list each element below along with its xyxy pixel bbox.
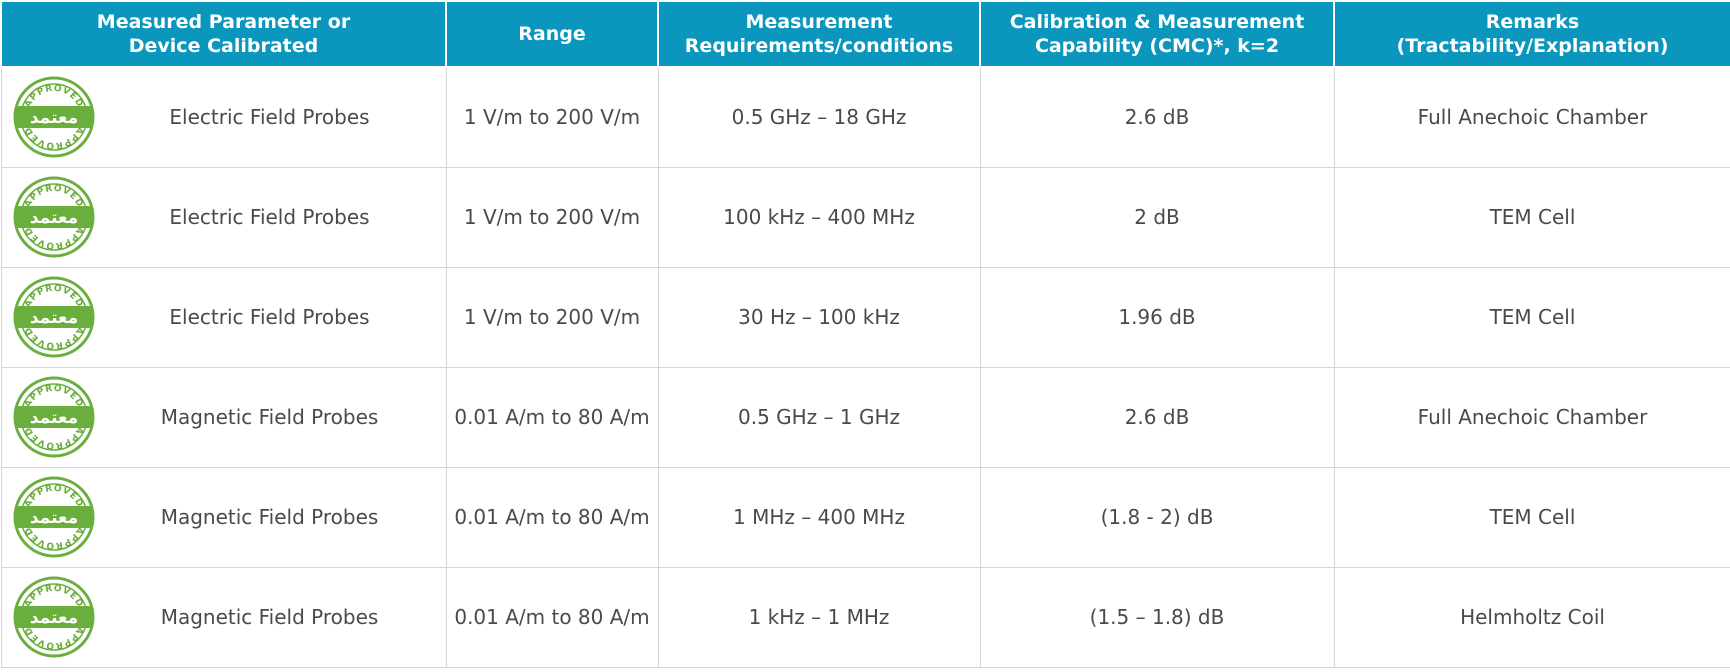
parameter-text: Electric Field Probes bbox=[169, 305, 370, 329]
cmc-cell: 2.6 dB bbox=[979, 366, 1335, 468]
table-row: APPROVED APPROVED معتمد Electric Field P… bbox=[0, 166, 1730, 268]
header-range: Range bbox=[445, 0, 659, 68]
range-cell: 1 V/m to 200 V/m bbox=[445, 166, 659, 268]
table-row: APPROVED APPROVED معتمد Electric Field P… bbox=[0, 266, 1730, 368]
parameter-cell: APPROVED APPROVED معتمد Electric Field P… bbox=[0, 266, 447, 368]
remarks-cell: Full Anechoic Chamber bbox=[1333, 366, 1730, 468]
svg-text:معتمد: معتمد bbox=[29, 608, 77, 628]
header-conditions: Measurement Requirements/conditions bbox=[657, 0, 981, 68]
cmc-cell: 2 dB bbox=[979, 166, 1335, 268]
approved-badge-icon: APPROVED APPROVED معتمد bbox=[12, 75, 96, 159]
table-row: APPROVED APPROVED معتمد Magnetic Field P… bbox=[0, 366, 1730, 468]
svg-text:معتمد: معتمد bbox=[29, 508, 77, 528]
remarks-cell: Full Anechoic Chamber bbox=[1333, 66, 1730, 168]
parameter-text: Magnetic Field Probes bbox=[160, 605, 379, 629]
approved-badge-icon: APPROVED APPROVED معتمد bbox=[12, 275, 96, 359]
approved-badge-icon: APPROVED APPROVED معتمد bbox=[12, 575, 96, 659]
conditions-cell: 0.5 GHz – 1 GHz bbox=[657, 366, 981, 468]
cmc-cell: 2.6 dB bbox=[979, 66, 1335, 168]
table-body: APPROVED APPROVED معتمد Electric Field P… bbox=[0, 66, 1730, 668]
parameter-text: Magnetic Field Probes bbox=[160, 505, 379, 529]
remarks-cell: TEM Cell bbox=[1333, 466, 1730, 568]
parameter-text: Magnetic Field Probes bbox=[160, 405, 379, 429]
range-cell: 1 V/m to 200 V/m bbox=[445, 66, 659, 168]
parameter-text: Electric Field Probes bbox=[169, 205, 370, 229]
conditions-cell: 0.5 GHz – 18 GHz bbox=[657, 66, 981, 168]
cmc-cell: 1.96 dB bbox=[979, 266, 1335, 368]
parameter-text: Electric Field Probes bbox=[169, 105, 370, 130]
range-cell: 0.01 A/m to 80 A/m bbox=[445, 466, 659, 568]
header-remarks: Remarks (Tractability/Explanation) bbox=[1333, 0, 1730, 68]
table-row: APPROVED APPROVED معتمد Electric Field P… bbox=[0, 66, 1730, 168]
header-parameter: Measured Parameter or Device Calibrated bbox=[0, 0, 447, 68]
header-cmc: Calibration & Measurement Capability (CMC… bbox=[979, 0, 1335, 68]
table-header: Measured Parameter or Device Calibrated R… bbox=[0, 0, 1730, 68]
range-cell: 0.01 A/m to 80 A/m bbox=[445, 566, 659, 668]
remarks-cell: TEM Cell bbox=[1333, 266, 1730, 368]
parameter-cell: APPROVED APPROVED معتمد Magnetic Field P… bbox=[0, 466, 447, 568]
cmc-cell: (1.5 – 1.8) dB bbox=[979, 566, 1335, 668]
conditions-cell: 1 kHz – 1 MHz bbox=[657, 566, 981, 668]
conditions-cell: 100 kHz – 400 MHz bbox=[657, 166, 981, 268]
table-row: APPROVED APPROVED معتمد Magnetic Field P… bbox=[0, 466, 1730, 568]
range-cell: 1 V/m to 200 V/m bbox=[445, 266, 659, 368]
approved-badge-icon: APPROVED APPROVED معتمد bbox=[12, 175, 96, 259]
parameter-cell: APPROVED APPROVED معتمد Electric Field P… bbox=[0, 166, 447, 268]
conditions-cell: 1 MHz – 400 MHz bbox=[657, 466, 981, 568]
range-cell: 0.01 A/m to 80 A/m bbox=[445, 366, 659, 468]
svg-text:معتمد: معتمد bbox=[29, 208, 77, 228]
svg-text:معتمد: معتمد bbox=[29, 108, 77, 128]
remarks-cell: Helmholtz Coil bbox=[1333, 566, 1730, 668]
parameter-cell: APPROVED APPROVED معتمد Magnetic Field P… bbox=[0, 366, 447, 468]
parameter-cell: APPROVED APPROVED معتمد Electric Field P… bbox=[0, 66, 447, 168]
table-row: APPROVED APPROVED معتمد Magnetic Field P… bbox=[0, 566, 1730, 668]
parameter-cell: APPROVED APPROVED معتمد Magnetic Field P… bbox=[0, 566, 447, 668]
remarks-cell: TEM Cell bbox=[1333, 166, 1730, 268]
svg-text:معتمد: معتمد bbox=[29, 308, 77, 328]
header-row: Measured Parameter or Device Calibrated R… bbox=[0, 0, 1730, 68]
approved-badge-icon: APPROVED APPROVED معتمد bbox=[12, 475, 96, 559]
approved-badge-icon: APPROVED APPROVED معتمد bbox=[12, 375, 96, 459]
conditions-cell: 30 Hz – 100 kHz bbox=[657, 266, 981, 368]
cmc-cell: (1.8 - 2) dB bbox=[979, 466, 1335, 568]
svg-text:معتمد: معتمد bbox=[29, 408, 77, 428]
